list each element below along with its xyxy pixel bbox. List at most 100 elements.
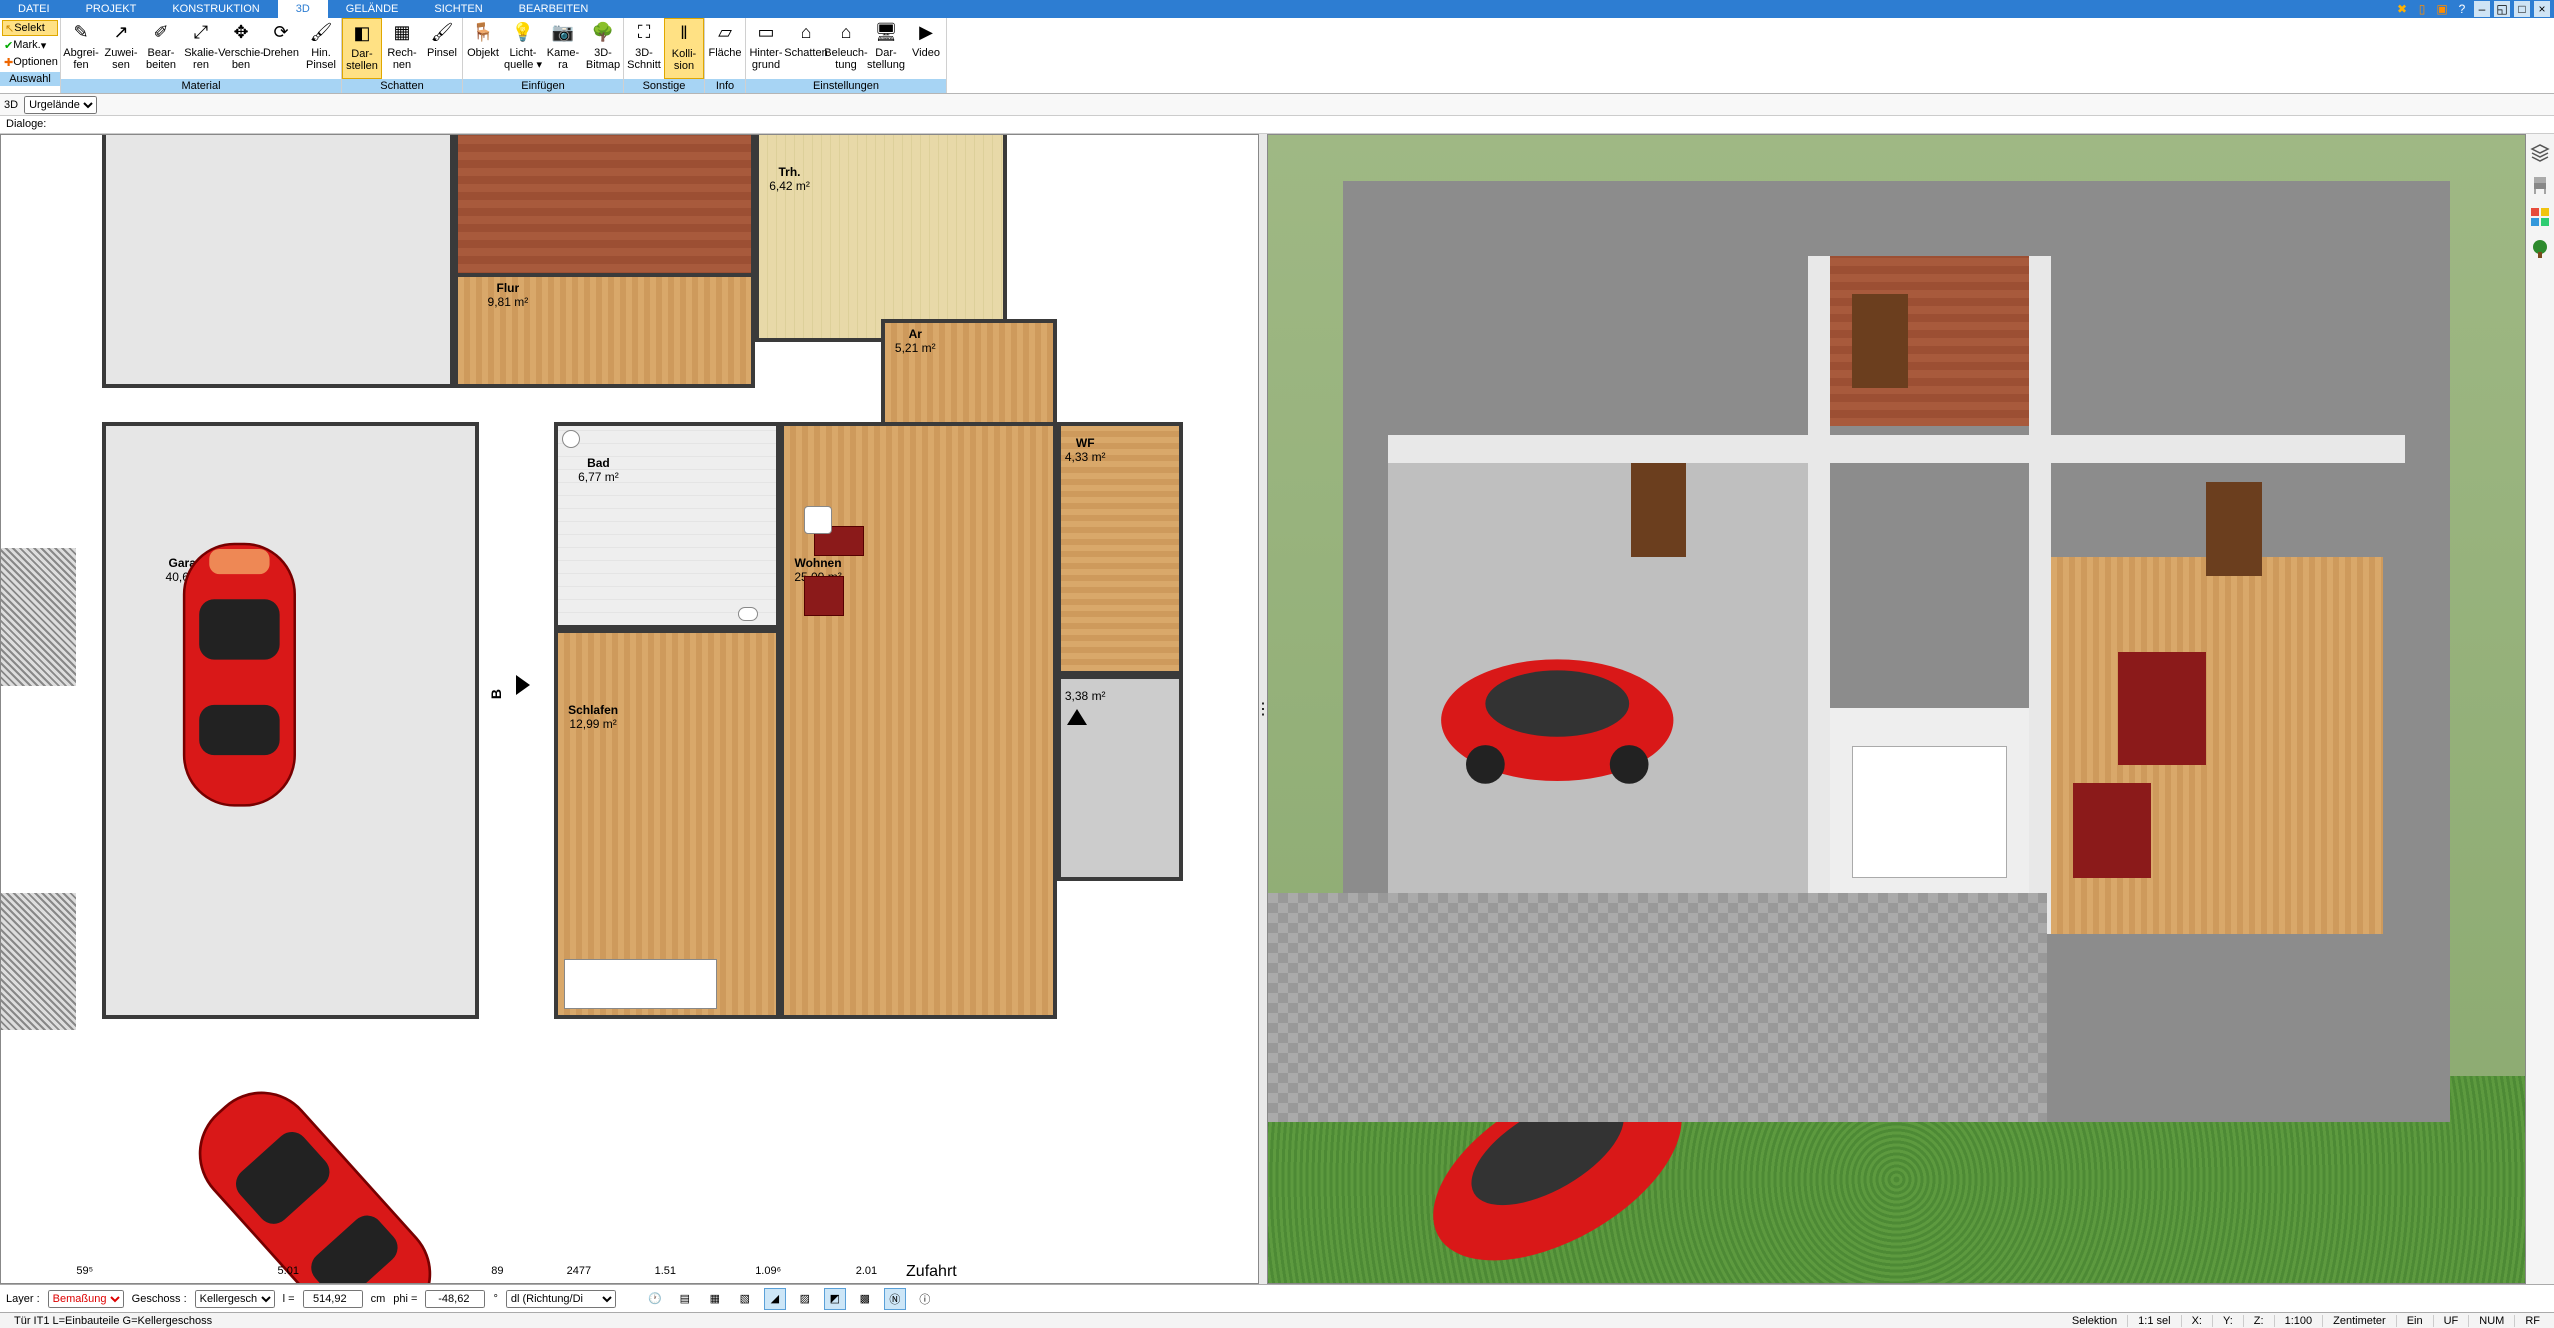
geschoss-label: Geschoss : (132, 1293, 187, 1305)
phi-label: phi = (393, 1293, 417, 1305)
status-z: Z: (2244, 1315, 2275, 1327)
fill-icon[interactable]: ▨ (794, 1288, 816, 1310)
ribbon-btn-einfuegen-1[interactable]: 💡Licht-quelle ▾ (503, 18, 543, 79)
3d-view[interactable] (1267, 134, 2526, 1284)
group-label-material: Material (61, 79, 341, 93)
terrain-dropdown[interactable]: Urgelände (24, 96, 97, 114)
layers-toggle-icon[interactable]: ▤ (674, 1288, 696, 1310)
ribbon-btn-einstellungen-4[interactable]: ▶Video (906, 18, 946, 79)
status-unit: Zentimeter (2323, 1315, 2397, 1327)
menu-bar: DATEI PROJEKT KONSTRUKTION 3D GELÄNDE SI… (0, 0, 2554, 18)
close-icon[interactable]: × (2534, 1, 2550, 17)
edges-icon[interactable]: ◩ (824, 1288, 846, 1310)
color-icon[interactable]: ▧ (734, 1288, 756, 1310)
ribbon-btn-einstellungen-2[interactable]: ⌂Beleuch-tung (826, 18, 866, 79)
clock-icon[interactable]: 🕐 (644, 1288, 666, 1310)
ribbon-btn-einfuegen-2[interactable]: 📷Kame-ra (543, 18, 583, 79)
save-icon[interactable]: ▣ (2434, 1, 2450, 17)
tree-icon[interactable] (2529, 238, 2551, 260)
ribbon-btn-einstellungen-0[interactable]: ▭Hinter-grund (746, 18, 786, 79)
minimize-icon[interactable]: ‒ (2474, 1, 2490, 17)
info-icon[interactable]: ⓘ (914, 1288, 936, 1310)
ribbon-btn-material-0[interactable]: ✎Abgrei-fen (61, 18, 101, 79)
menu-tab-gelaende[interactable]: GELÄNDE (328, 0, 417, 18)
2d-plan-view[interactable]: Trh.6,42 m² Flur9,81 m² Ar5,21 m² Garage… (0, 134, 1259, 1284)
restore-icon[interactable]: ◱ (2494, 1, 2510, 17)
status-num: NUM (2469, 1315, 2515, 1327)
mode-label: 3D (4, 99, 18, 111)
l-label: l = (283, 1293, 295, 1305)
maximize-icon[interactable]: □ (2514, 1, 2530, 17)
menu-tab-datei[interactable]: DATEI (0, 0, 68, 18)
wire-icon[interactable]: ▩ (854, 1288, 876, 1310)
car-garage (164, 491, 315, 858)
ribbon-btn-einfuegen-3[interactable]: 🌳3D-Bitmap (583, 18, 623, 79)
status-rf: RF (2515, 1315, 2550, 1327)
optionen-button[interactable]: ✚Optionen (2, 54, 58, 70)
mark-button[interactable]: ✔Mark.▾ (2, 37, 58, 53)
selekt-button[interactable]: ↖Selekt (2, 20, 58, 36)
ribbon-group-sonstige: ⛶3D-Schnitt‖Kolli-sion Sonstige (624, 18, 705, 93)
layer-label: Layer : (6, 1293, 40, 1305)
main-area: Trh.6,42 m² Flur9,81 m² Ar5,21 m² Garage… (0, 134, 2554, 1284)
dl-select[interactable]: dl (Richtung/Di (506, 1290, 616, 1308)
car-3d-garage (1419, 548, 1696, 892)
group-label-auswahl: Auswahl (0, 72, 60, 86)
north-icon[interactable]: Ⓝ (884, 1288, 906, 1310)
ribbon-btn-einstellungen-1[interactable]: ⌂Schatten (786, 18, 826, 79)
ribbon-group-info: ▱Fläche Info (705, 18, 746, 93)
ribbon-group-einstellungen: ▭Hinter-grund⌂Schatten⌂Beleuch-tung🖥Dar-… (746, 18, 947, 93)
stack-icon[interactable]: ▦ (704, 1288, 726, 1310)
ribbon-btn-material-1[interactable]: ↗Zuwei-sen (101, 18, 141, 79)
ribbon-group-material: ✎Abgrei-fen↗Zuwei-sen✐Bear-beiten⤢Skalie… (61, 18, 342, 93)
status-ein: Ein (2397, 1315, 2434, 1327)
shading-icon[interactable]: ◢ (764, 1288, 786, 1310)
group-label-einfuegen: Einfügen (463, 79, 623, 93)
menu-tab-konstruktion[interactable]: KONSTRUKTION (154, 0, 277, 18)
group-label-schatten: Schatten (342, 79, 462, 93)
phi-input[interactable] (425, 1290, 485, 1308)
ribbon-btn-einstellungen-3[interactable]: 🖥Dar-stellung (866, 18, 906, 79)
section-marker: B (488, 689, 504, 699)
ribbon-btn-material-4[interactable]: ✥Verschie-ben (221, 18, 261, 79)
help-icon[interactable]: ? (2454, 1, 2470, 17)
tool-icon[interactable]: ✖ (2394, 1, 2410, 17)
ribbon-btn-sonstige-1[interactable]: ‖Kolli-sion (664, 18, 704, 79)
ribbon-btn-material-6[interactable]: 🖌Hin.Pinsel (301, 18, 341, 79)
menu-tab-3d[interactable]: 3D (278, 0, 328, 18)
ribbon-group-auswahl: ↖Selekt ✔Mark.▾ ✚Optionen Auswahl (0, 18, 61, 93)
group-label-sonstige: Sonstige (624, 79, 704, 93)
status-y: Y: (2213, 1315, 2244, 1327)
box-icon[interactable]: ▯ (2414, 1, 2430, 17)
ribbon-btn-sonstige-0[interactable]: ⛶3D-Schnitt (624, 18, 664, 79)
ribbon-btn-info-0[interactable]: ▱Fläche (705, 18, 745, 79)
ribbon-btn-material-5[interactable]: ⟳Drehen (261, 18, 301, 79)
status-x: X: (2182, 1315, 2213, 1327)
l-unit: cm (371, 1293, 386, 1305)
palette-icon[interactable] (2529, 206, 2551, 228)
title-icons: ✖ ▯ ▣ ? ‒ ◱ □ × (2394, 0, 2554, 18)
ribbon-btn-material-2[interactable]: ✐Bear-beiten (141, 18, 181, 79)
bottom-toolbar: Layer : Bemaßung Geschoss : Kellergesch … (0, 1284, 2554, 1312)
ribbon-btn-schatten-2[interactable]: 🖌Pinsel (422, 18, 462, 79)
ribbon-btn-einfuegen-0[interactable]: 🪑Objekt (463, 18, 503, 79)
layer-select[interactable]: Bemaßung (48, 1290, 124, 1308)
status-left: Tür IT1 L=Einbauteile G=Kellergeschoss (4, 1315, 222, 1327)
pane-splitter[interactable]: ⋮ (1259, 134, 1267, 1284)
ribbon-btn-material-3[interactable]: ⤢Skalie-ren (181, 18, 221, 79)
menu-tab-projekt[interactable]: PROJEKT (68, 0, 155, 18)
ribbon: ↖Selekt ✔Mark.▾ ✚Optionen Auswahl ✎Abgre… (0, 18, 2554, 94)
ribbon-group-einfuegen: 🪑Objekt💡Licht-quelle ▾📷Kame-ra🌳3D-Bitmap… (463, 18, 624, 93)
phi-unit: ° (493, 1293, 497, 1305)
right-toolbar (2526, 134, 2554, 1284)
ribbon-btn-schatten-0[interactable]: ◧Dar-stellen (342, 18, 382, 79)
menu-tab-sichten[interactable]: SICHTEN (416, 0, 500, 18)
l-input[interactable] (303, 1290, 363, 1308)
ribbon-btn-schatten-1[interactable]: ▦Rech-nen (382, 18, 422, 79)
layers-icon[interactable] (2529, 142, 2551, 164)
status-sel: 1:1 sel (2128, 1315, 2181, 1327)
menu-tab-bearbeiten[interactable]: BEARBEITEN (501, 0, 607, 18)
status-selektion: Selektion (2062, 1315, 2128, 1327)
chair-icon[interactable] (2529, 174, 2551, 196)
geschoss-select[interactable]: Kellergesch (195, 1290, 275, 1308)
